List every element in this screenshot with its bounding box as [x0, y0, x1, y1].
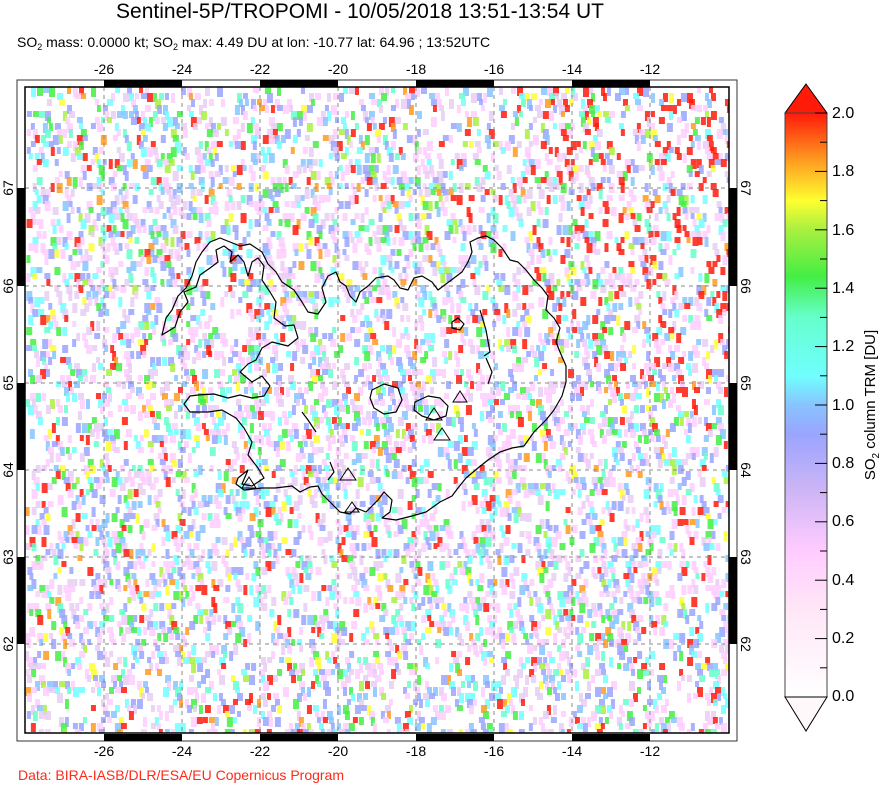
so2-subscript: 2 [37, 42, 43, 52]
colorbar-tick-label: 2.0 [832, 105, 855, 122]
frame-bars [17, 80, 737, 741]
so2-subscript: 2 [172, 42, 178, 52]
lon-tick-bottom: -18 [405, 743, 427, 759]
lon-tick-bottom: -20 [327, 743, 349, 759]
volcano-icon [339, 467, 357, 481]
colorbar-tick-label: 1.2 [832, 338, 855, 355]
colorbar-under-triangle [784, 696, 828, 732]
lat-tick-right: 63 [738, 549, 754, 565]
lon-tick-top: -18 [405, 61, 427, 77]
graticule [25, 87, 729, 733]
lat-tick-left: 65 [0, 375, 16, 391]
lon-tick-bottom: -26 [93, 743, 115, 759]
colorbar-unit-text: column TRM [DU] [862, 329, 879, 453]
plot-border [24, 86, 730, 734]
lat-tick-right: 64 [738, 462, 754, 478]
volcano-icon [344, 501, 360, 513]
lon-tick-bottom: -24 [171, 743, 193, 759]
lon-tick-top: -12 [639, 61, 661, 77]
data-credit: Data: BIRA-IASB/DLR/ESA/EU Copernicus Pr… [18, 767, 345, 783]
colorbar-title: SO2 column TRM [DU] [862, 330, 882, 480]
lon-tick-bottom: -16 [483, 743, 505, 759]
colorbar-tick-label: 0.6 [832, 513, 855, 530]
chart-title: Sentinel-5P/TROPOMI - 10/05/2018 13:51-1… [116, 0, 604, 23]
volcano-icon [241, 476, 257, 489]
volcano-icon [425, 407, 443, 421]
lon-tick-bottom: -12 [639, 743, 661, 759]
lon-tick-top: -16 [483, 61, 505, 77]
lon-tick-top: -24 [171, 61, 193, 77]
lon-tick-top: -26 [93, 61, 115, 77]
chart-subtitle: SO2 mass: 0.0000 kt; SO2 max: 4.49 DU at… [17, 33, 490, 56]
lat-tick-left: 67 [0, 180, 16, 196]
colorbar-tick-label: 1.8 [832, 163, 855, 180]
so2-subscript: 2 [871, 452, 882, 459]
colorbar [784, 83, 828, 732]
lat-tick-left: 63 [0, 549, 16, 565]
colorbar-tick-label: 1.0 [832, 397, 855, 414]
coastline [161, 235, 567, 521]
colorbar-tick-label: 0.2 [832, 630, 855, 647]
volcano-icon [452, 390, 468, 403]
volcano-markers [241, 390, 468, 513]
colorbar-tick-label: 0.0 [832, 688, 855, 705]
lon-tick-top: -20 [327, 61, 349, 77]
lon-tick-bottom: -22 [249, 743, 271, 759]
so2-label: SO [152, 34, 173, 50]
volcano-icon [433, 427, 451, 441]
lat-tick-right: 62 [738, 636, 754, 652]
so2-label: SO [862, 458, 879, 481]
lat-tick-right: 66 [738, 278, 754, 294]
so2-max-text: max: 4.49 DU at lon: -10.77 lat: 64.96 ;… [178, 34, 491, 50]
lat-tick-right: 67 [738, 180, 754, 196]
lon-tick-top: -22 [249, 61, 271, 77]
lat-tick-right: 65 [738, 375, 754, 391]
so2-mass-text: mass: 0.0000 kt; [42, 34, 153, 50]
colorbar-tick-label: 0.8 [832, 455, 855, 472]
so2-label: SO [17, 34, 38, 50]
colorbar-tick-label: 1.6 [832, 222, 855, 239]
lon-tick-bottom: -14 [561, 743, 583, 759]
lon-tick-top: -14 [561, 61, 583, 77]
lat-tick-left: 64 [0, 462, 16, 478]
colorbar-tick-label: 0.4 [832, 572, 855, 589]
lat-tick-left: 62 [0, 636, 16, 652]
colorbar-tick-label: 1.4 [832, 280, 855, 297]
colorbar-over-triangle [784, 83, 828, 114]
lat-tick-left: 66 [0, 278, 16, 294]
